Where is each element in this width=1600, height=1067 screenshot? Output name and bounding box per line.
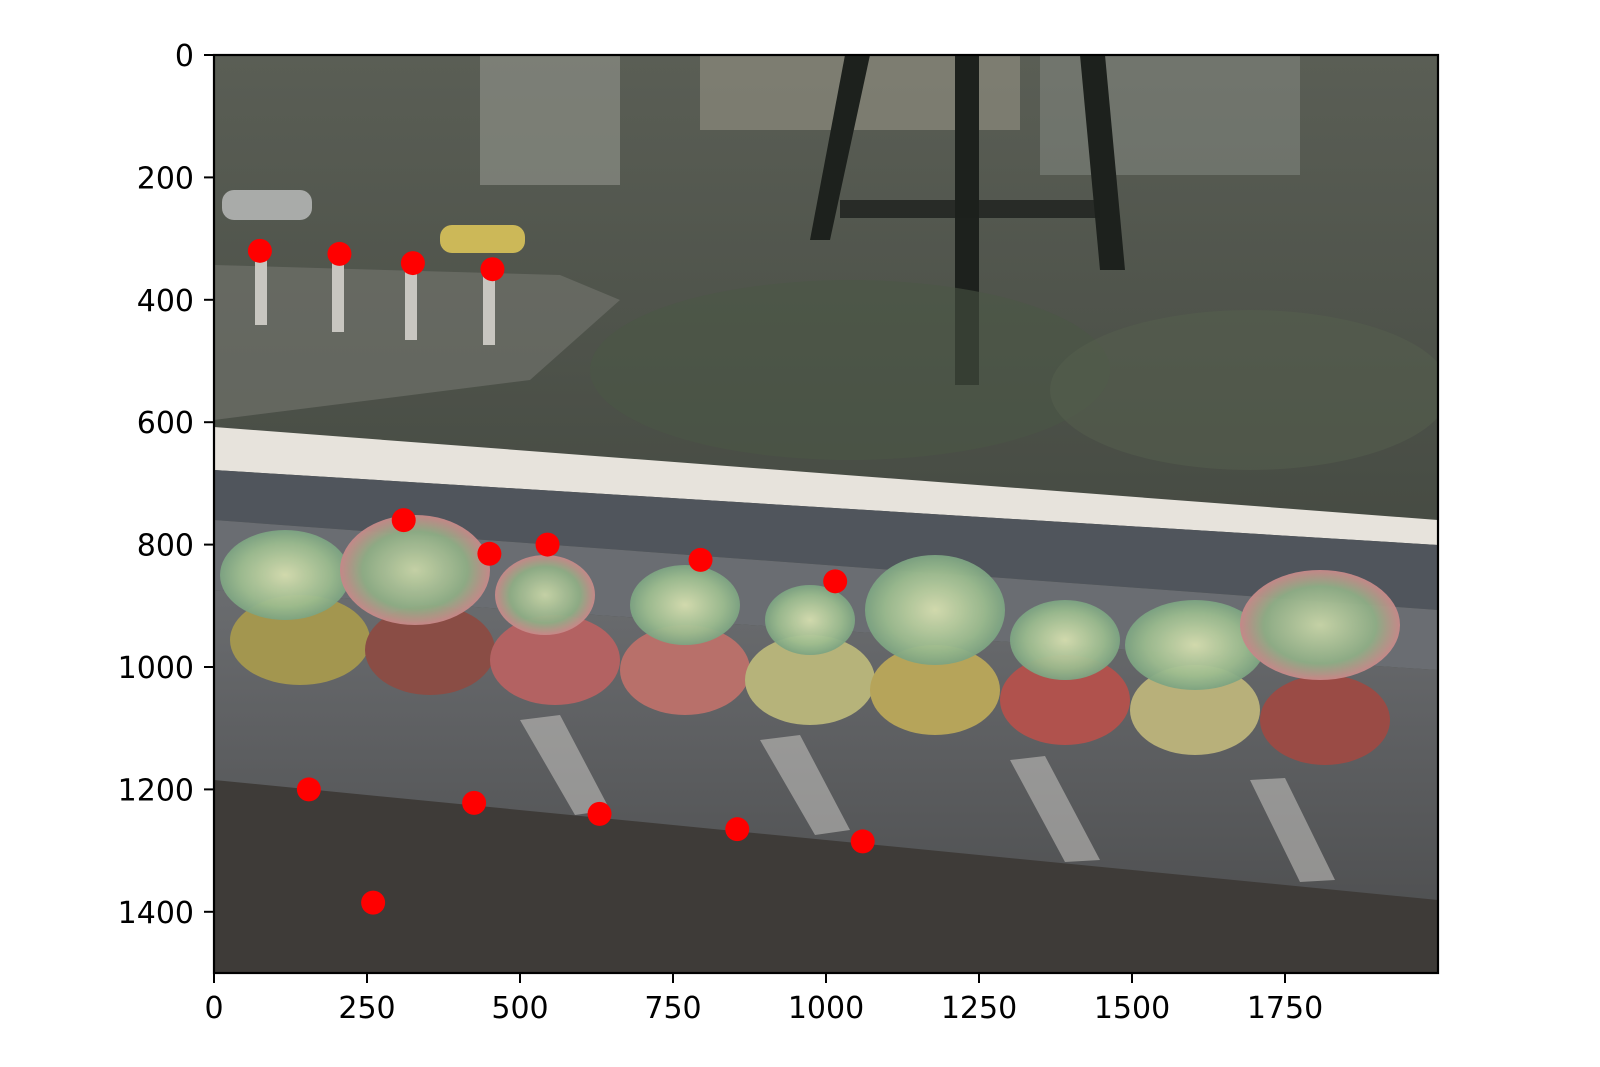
x-tick-label: 1250 [941, 991, 1017, 1026]
scatter-point [296, 777, 321, 802]
y-tick-label: 1000 [118, 651, 194, 686]
pots [230, 595, 1390, 765]
x-axis: 0 250 500 750 1000 1250 1500 1750 [204, 973, 1323, 1026]
y-tick-label: 1200 [118, 773, 194, 808]
x-tick-label: 0 [204, 991, 223, 1026]
y-tick-label: 400 [137, 284, 194, 319]
y-tick-label: 1400 [118, 896, 194, 931]
scatter-point [400, 251, 425, 276]
background-photo [214, 55, 1438, 973]
scatter-point [850, 829, 875, 854]
x-tick-label: 750 [644, 991, 701, 1026]
y-tick-label: 800 [137, 529, 194, 564]
x-tick-label: 250 [338, 991, 395, 1026]
y-tick-label: 200 [137, 161, 194, 196]
x-tick-label: 1750 [1247, 991, 1323, 1026]
y-tick-label: 600 [137, 406, 194, 441]
succulents [220, 515, 1400, 690]
y-tick-label: 0 [175, 39, 194, 74]
scatter-point [361, 890, 386, 915]
scatter-point [327, 241, 352, 266]
scatter-point [725, 817, 750, 842]
x-tick-label: 500 [491, 991, 548, 1026]
scatter-point [535, 532, 560, 557]
scatter-point [391, 508, 416, 533]
x-tick-label: 1500 [1094, 991, 1170, 1026]
scatter-point [480, 257, 505, 282]
scatter-point [462, 790, 487, 815]
scatter-point [247, 238, 272, 263]
y-axis: 0 200 400 600 800 1000 1200 1400 [118, 39, 214, 931]
x-tick-label: 1000 [788, 991, 864, 1026]
scatter-point [688, 547, 713, 572]
scatter-series [247, 238, 875, 915]
scatter-point [477, 541, 502, 566]
scatter-point [823, 569, 848, 594]
scatter-point [587, 801, 612, 826]
